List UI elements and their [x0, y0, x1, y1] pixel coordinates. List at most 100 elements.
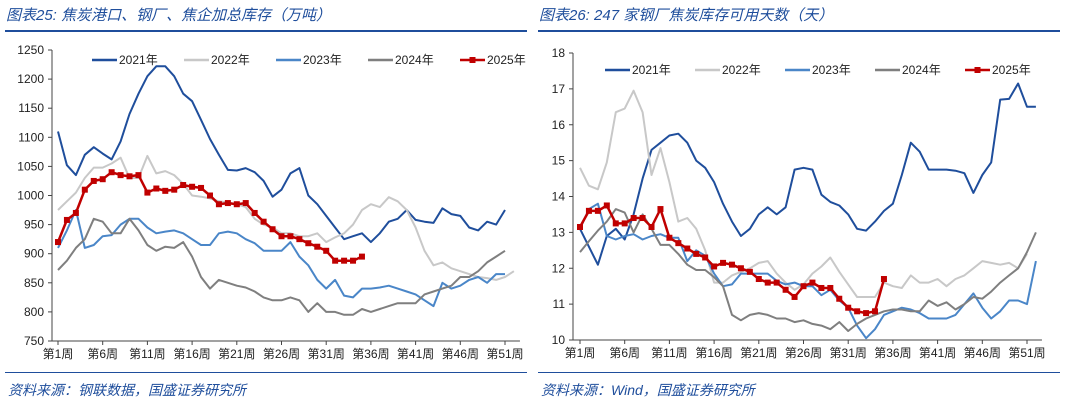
data-point	[305, 240, 312, 247]
data-point	[639, 215, 646, 222]
data-point	[836, 295, 843, 302]
chart-panel-left: 图表25: 焦炭港口、钢厂、焦企加总库存（万吨） 750 800 850 900 950…	[0, 0, 532, 403]
data-point	[72, 209, 79, 216]
y-tick-label: 950	[24, 218, 44, 232]
data-point	[737, 265, 744, 272]
legend-label: 2023年	[812, 63, 851, 77]
data-point	[675, 240, 682, 247]
legend-label: 2024年	[395, 53, 434, 67]
data-point	[872, 308, 879, 315]
data-point	[251, 209, 258, 216]
data-point	[594, 207, 601, 214]
data-point	[648, 223, 655, 230]
data-point	[180, 182, 187, 189]
data-point	[800, 283, 807, 290]
y-tick-label: 10	[552, 333, 566, 347]
y-tick-label: 800	[24, 305, 44, 319]
data-point	[233, 201, 240, 208]
y-tick-label: 900	[24, 247, 44, 261]
data-point	[746, 268, 753, 275]
y-tick-label: 11	[553, 297, 566, 311]
data-point	[126, 173, 133, 180]
data-point	[206, 192, 213, 199]
legend-label: 2022年	[211, 53, 250, 67]
data-point	[603, 202, 610, 209]
source-note: 资料来源：钢联数据，国盛证券研究所	[8, 382, 246, 398]
legend-label: 2023年	[303, 53, 342, 67]
data-point	[657, 206, 664, 213]
data-point	[684, 245, 691, 252]
data-point	[215, 201, 222, 208]
y-tick-label: 850	[24, 276, 44, 290]
x-tick-label: 第16周	[695, 346, 732, 360]
x-tick-label: 第6周	[87, 347, 118, 361]
source-divider	[538, 372, 1060, 373]
x-tick-label: 第41周	[397, 347, 434, 361]
data-point	[224, 200, 231, 207]
x-tick-label: 第31周	[308, 347, 345, 361]
data-point	[854, 308, 861, 315]
x-tick-label: 第36周	[352, 347, 389, 361]
source-note: 资料来源：Wind，国盛证券研究所	[541, 382, 755, 398]
data-point	[630, 215, 637, 222]
legend-label: 2025年	[487, 53, 526, 67]
data-point	[720, 259, 727, 266]
data-point	[612, 220, 619, 227]
data-point	[332, 257, 339, 264]
x-tick-label: 第41周	[919, 346, 956, 360]
x-tick-label: 第31周	[830, 346, 867, 360]
data-point	[341, 257, 348, 264]
data-point	[693, 250, 700, 257]
x-tick-label: 第21周	[740, 346, 777, 360]
series-line-2024	[57, 217, 506, 316]
data-point	[287, 233, 294, 240]
data-point	[108, 169, 115, 176]
data-point	[153, 185, 160, 192]
y-tick-label: 750	[24, 334, 44, 348]
y-tick-label: 12	[552, 261, 566, 275]
legend-label: 2021年	[632, 63, 671, 77]
data-point	[99, 176, 106, 183]
data-point	[791, 293, 798, 300]
data-point	[845, 304, 852, 311]
data-point	[585, 207, 592, 214]
data-point	[189, 183, 196, 190]
data-point	[711, 263, 718, 270]
data-point	[818, 284, 825, 291]
data-point	[144, 189, 151, 196]
data-point	[702, 254, 709, 261]
x-tick-label: 第11周	[129, 347, 165, 361]
y-tick-label: 1250	[17, 43, 44, 57]
data-point	[880, 276, 887, 283]
coke-days-chart: 10 11 12 13 14 15 16 17 18 第1周 第6周 第11周 第16周 第21周 第26周…	[552, 46, 1046, 360]
data-point	[827, 284, 834, 291]
data-point	[350, 257, 357, 264]
x-tick-label: 第16周	[173, 347, 210, 361]
data-point	[296, 236, 303, 243]
data-point	[764, 279, 771, 286]
data-point	[728, 261, 735, 268]
y-tick-label: 1200	[17, 72, 44, 86]
x-tick-label: 第26周	[785, 346, 822, 360]
title-divider	[538, 30, 1060, 32]
data-point	[55, 239, 61, 246]
x-tick-label: 第21周	[218, 347, 255, 361]
y-tick-label: 13	[552, 225, 566, 239]
chart-title: 图表25: 焦炭港口、钢厂、焦企加总库存（万吨）	[6, 7, 332, 24]
data-point	[809, 279, 816, 286]
legend-label: 2021年	[119, 53, 158, 67]
data-point	[577, 223, 583, 230]
legend-label: 2024年	[902, 63, 941, 77]
chart-title: 图表26: 247 家钢厂焦炭库存可用天数（天）	[539, 7, 834, 24]
y-tick-label: 1000	[17, 189, 44, 203]
data-point	[773, 279, 780, 286]
source-divider	[5, 372, 527, 373]
data-point	[63, 216, 70, 223]
data-point	[278, 233, 285, 240]
data-point	[198, 184, 205, 191]
legend-label: 2022年	[722, 63, 761, 77]
y-tick-label: 16	[552, 118, 566, 132]
data-point	[269, 226, 276, 233]
series-line-2021	[579, 82, 1036, 266]
coke-inventory-chart: 750 800 850 900 950 1000 1050 1100 1150 1200 1250 第…	[17, 43, 526, 361]
